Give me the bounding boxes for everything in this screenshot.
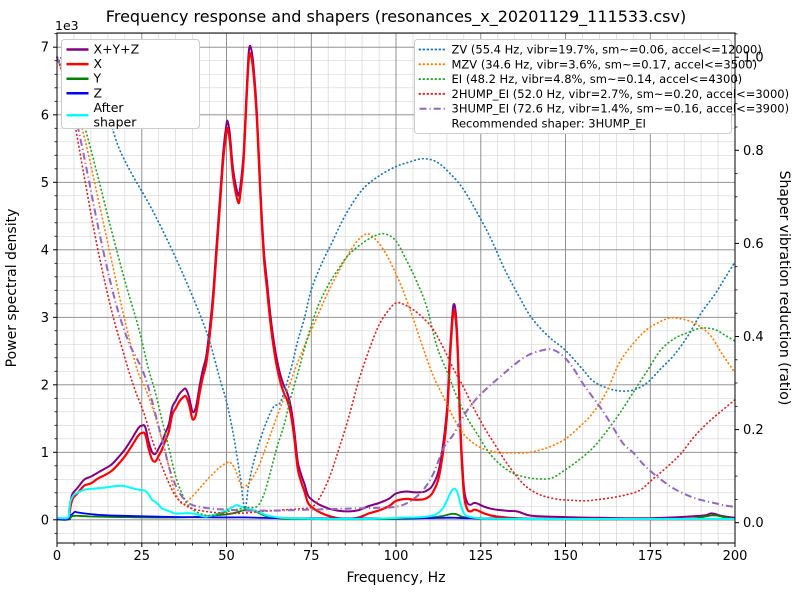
legend-label: X+Y+Z xyxy=(94,42,140,57)
y-right-tick-label: 0.6 xyxy=(743,237,764,252)
legend-label: ZV (55.4 Hz, vibr=19.7%, sm~=0.06, accel… xyxy=(452,43,762,57)
ticks-layer: 0 25 50 75 100 125 150 175 200 0 1 2 3 4 5 6 7 0.0 0.2 0.4 0… xyxy=(41,33,764,564)
y-left-tick-label: 5 xyxy=(41,176,49,191)
x-tick-label: 125 xyxy=(468,549,493,564)
legend-note: Recommended shaper: 3HUMP_EI xyxy=(452,117,646,131)
legend-label: EI (48.2 Hz, vibr=4.8%, sm~=0.14, accel<… xyxy=(452,72,743,86)
series-zv xyxy=(56,56,736,510)
y-left-tick-label: 6 xyxy=(41,108,49,123)
y-right-tick-label: 1.0 xyxy=(743,51,764,66)
legend-box xyxy=(414,39,732,134)
y-right-tick-label: 0.4 xyxy=(743,330,764,345)
legend-label: Z xyxy=(94,85,103,100)
legend-label: MZV (34.6 Hz, vibr=3.6%, sm~=0.17, accel… xyxy=(452,57,758,71)
legend-right: ZV (55.4 Hz, vibr=19.7%, sm~=0.06, accel… xyxy=(414,39,790,134)
y-axis-label-left: Power spectral density xyxy=(4,209,20,368)
y-left-tick-label: 2 xyxy=(41,378,49,393)
legend-label: 3HUMP_EI (72.6 Hz, vibr=1.4%, sm~=0.16, … xyxy=(452,102,790,116)
x-tick-label: 175 xyxy=(638,549,663,564)
x-tick-label: 50 xyxy=(218,549,235,564)
y-left-tick-label: 3 xyxy=(41,311,49,326)
legend-label: shaper xyxy=(94,115,138,130)
y-left-tick-label: 4 xyxy=(41,243,49,258)
x-tick-label: 200 xyxy=(723,549,748,564)
y-left-tick-label: 0 xyxy=(41,513,49,528)
axis-offset-text: 1e3 xyxy=(55,18,79,33)
y-left-tick-label: 7 xyxy=(41,41,49,56)
legend-label: After xyxy=(94,100,125,115)
legend-label: Y xyxy=(93,71,102,86)
x-tick-label: 0 xyxy=(53,549,61,564)
y-right-tick-label: 0.2 xyxy=(743,423,764,438)
x-tick-label: 75 xyxy=(303,549,320,564)
chart-title: Frequency response and shapers (resonanc… xyxy=(106,7,686,27)
x-tick-label: 150 xyxy=(553,549,578,564)
series-2hump-ei xyxy=(56,56,736,515)
x-tick-label: 25 xyxy=(134,549,151,564)
series-x xyxy=(56,52,735,521)
y-right-tick-label: 0.0 xyxy=(743,516,764,531)
legend-box xyxy=(61,39,200,129)
x-tick-label: 100 xyxy=(384,549,409,564)
x-axis-label: Frequency, Hz xyxy=(346,570,445,586)
y-axis-label-right: Shaper vibration reduction (ratio) xyxy=(776,171,792,406)
y-left-tick-label: 1 xyxy=(41,446,49,461)
y-right-tick-label: 0.8 xyxy=(743,144,764,159)
legend-label: X xyxy=(94,56,103,71)
series-z xyxy=(56,510,736,521)
legend-label: 2HUMP_EI (52.0 Hz, vibr=2.7%, sm~=0.20, … xyxy=(452,87,790,101)
series-layer xyxy=(56,44,736,521)
series-after-shaper xyxy=(56,484,735,520)
series-3hump-ei xyxy=(56,56,736,512)
series-ei xyxy=(56,56,736,517)
